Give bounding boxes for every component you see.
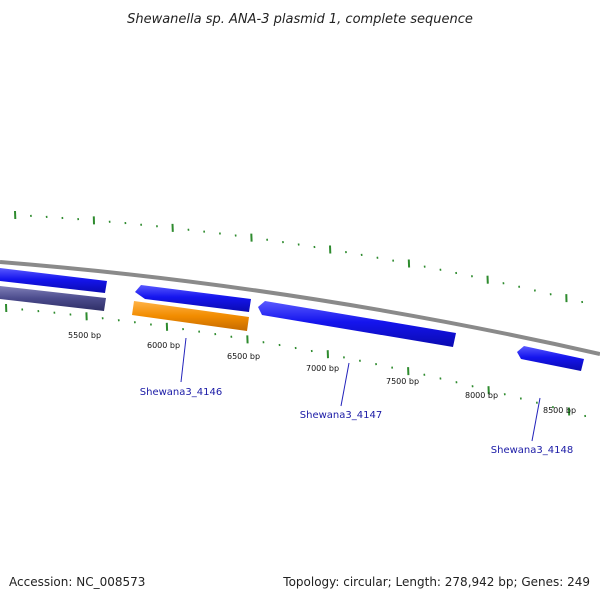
ruler-label-5500: 5500 bp	[68, 331, 101, 340]
gene-label-shewana3-4147[interactable]: Shewana3_4147	[300, 410, 382, 421]
ruler-label-6000: 6000 bp	[147, 341, 180, 350]
ruler-label-7000: 7000 bp	[306, 364, 339, 373]
map-title: Shewanella sp. ANA-3 plasmid 1, complete…	[127, 12, 473, 27]
inner-ruler-ticks	[6, 304, 585, 417]
ruler-label-8000: 8000 bp	[465, 391, 498, 400]
sequence-summary-text: Topology: circular; Length: 278,942 bp; …	[282, 575, 590, 589]
ruler-label-7500: 7500 bp	[386, 377, 419, 386]
gene-label-shewana3-4146[interactable]: Shewana3_4146	[140, 387, 222, 398]
accession-text: Accession: NC_008573	[9, 575, 145, 589]
ruler-label-6500: 6500 bp	[227, 352, 260, 361]
callout-line-shewana3-4148	[532, 398, 540, 441]
callout-line-shewana3-4146	[181, 338, 186, 382]
gene-label-shewana3-4148[interactable]: Shewana3_4148	[491, 445, 573, 456]
ruler-label-8500: 8500 bp	[543, 406, 576, 415]
callout-line-shewana3-4147	[341, 363, 349, 406]
